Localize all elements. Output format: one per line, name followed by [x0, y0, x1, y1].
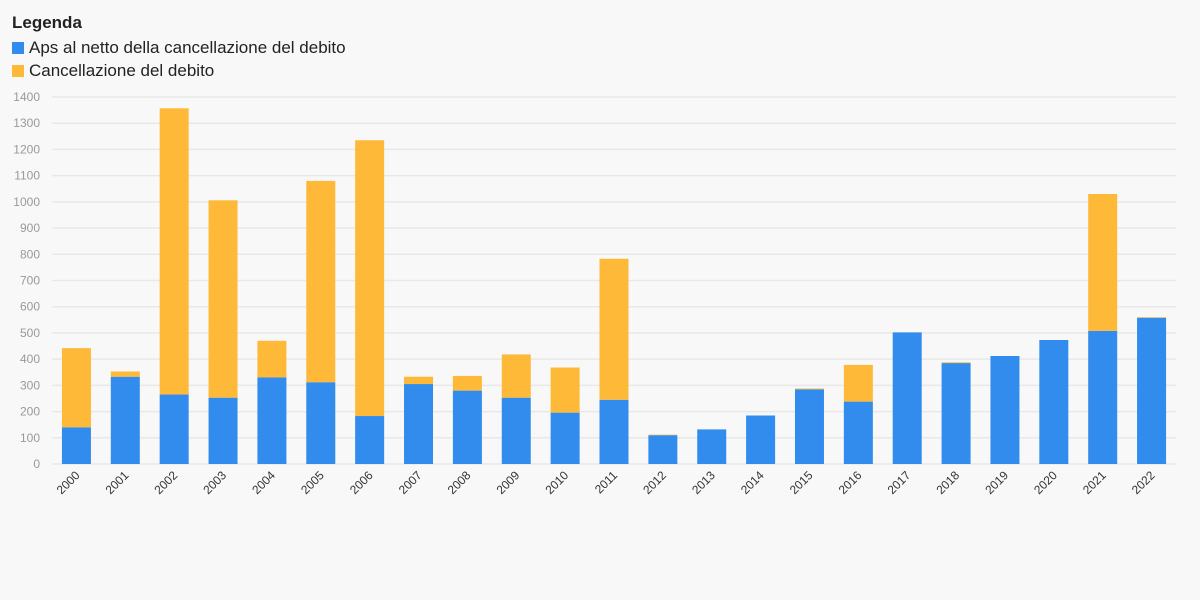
bar-aps-2016[interactable]	[843, 401, 873, 464]
x-tick-label: 2016	[836, 468, 865, 497]
y-axis-ticks: 0 100 200 300 400 500 600 700 800 900 1000 1100 1200…	[13, 90, 40, 471]
bar-aps-2012[interactable]	[648, 435, 678, 464]
bar-cancellation-2003[interactable]	[208, 200, 238, 398]
x-tick-label: 2011	[592, 468, 620, 496]
x-axis-ticks: 2000 2001 2002 2003 2004 2005 2006 2007 2008 2009…	[54, 468, 1158, 497]
bar-cancellation-2008[interactable]	[452, 375, 482, 391]
x-tick-label: 2010	[542, 468, 571, 497]
y-tick-label: 1300	[13, 116, 40, 130]
y-tick-label: 100	[20, 431, 40, 445]
y-tick-label: 200	[20, 405, 40, 419]
bar-cancellation-2011[interactable]	[599, 258, 629, 400]
x-tick-label: 2003	[200, 468, 229, 497]
x-tick-label: 2013	[689, 468, 718, 497]
x-tick-label: 2022	[1129, 468, 1158, 497]
x-tick-label: 2000	[54, 468, 83, 497]
x-tick-label: 2007	[396, 468, 425, 497]
y-tick-label: 0	[33, 457, 40, 471]
bar-cancellation-2007[interactable]	[404, 376, 434, 385]
legend-item-aps[interactable]: Aps al netto della cancellazione del deb…	[12, 36, 346, 59]
x-tick-label: 2009	[494, 468, 523, 497]
x-tick-label: 2004	[249, 468, 278, 497]
bar-aps-2000[interactable]	[61, 427, 91, 464]
y-tick-label: 1000	[13, 195, 40, 209]
bar-aps-2022[interactable]	[1137, 317, 1167, 464]
bar-cancellation-2004[interactable]	[257, 340, 287, 378]
bar-aps-2002[interactable]	[159, 394, 189, 464]
y-tick-label: 700	[20, 274, 40, 288]
bar-aps-2006[interactable]	[355, 416, 385, 464]
legend-swatch-cancellation	[12, 64, 24, 77]
x-tick-label: 2014	[738, 468, 767, 497]
legend: Legenda Aps al netto della cancellazione…	[12, 12, 346, 82]
bar-cancellation-2015[interactable]	[794, 388, 824, 390]
bar-aps-2019[interactable]	[990, 355, 1020, 464]
bar-aps-2009[interactable]	[501, 397, 531, 464]
bar-cancellation-2012[interactable]	[648, 434, 678, 436]
y-tick-label: 500	[20, 326, 40, 340]
x-tick-label: 2001	[103, 468, 132, 497]
bar-aps-2021[interactable]	[1088, 330, 1118, 464]
bars	[61, 108, 1167, 464]
bar-aps-2014[interactable]	[746, 415, 776, 464]
legend-item-cancellation[interactable]: Cancellazione del debito	[12, 59, 346, 82]
bar-cancellation-2022[interactable]	[1137, 317, 1167, 318]
bar-aps-2017[interactable]	[892, 332, 922, 464]
x-tick-label: 2015	[787, 468, 816, 497]
y-tick-label: 400	[20, 352, 40, 366]
legend-label-aps: Aps al netto della cancellazione del deb…	[29, 38, 346, 57]
bar-cancellation-2001[interactable]	[110, 371, 140, 377]
y-tick-label: 1200	[13, 142, 40, 156]
bar-aps-2005[interactable]	[306, 382, 336, 464]
y-tick-label: 800	[20, 247, 40, 261]
bar-aps-2010[interactable]	[550, 412, 580, 464]
y-tick-label: 600	[20, 300, 40, 314]
x-tick-label: 2005	[298, 468, 327, 497]
bar-cancellation-2010[interactable]	[550, 367, 580, 413]
bar-aps-2007[interactable]	[404, 384, 434, 464]
bar-aps-2003[interactable]	[208, 397, 238, 464]
bar-cancellation-2000[interactable]	[61, 348, 91, 428]
legend-swatch-aps	[12, 41, 24, 54]
bar-aps-2001[interactable]	[110, 376, 140, 464]
bar-cancellation-2005[interactable]	[306, 180, 336, 383]
bar-aps-2013[interactable]	[697, 429, 727, 464]
bar-cancellation-2006[interactable]	[355, 140, 385, 417]
x-tick-label: 2018	[933, 468, 962, 497]
x-tick-label: 2008	[445, 468, 474, 497]
legend-title: Legenda	[12, 13, 82, 32]
bar-aps-2018[interactable]	[941, 363, 971, 464]
bar-aps-2015[interactable]	[794, 389, 824, 464]
x-tick-label: 2006	[347, 468, 376, 497]
bar-cancellation-2016[interactable]	[843, 364, 873, 402]
legend-label-cancellation: Cancellazione del debito	[29, 61, 215, 80]
bar-cancellation-2018[interactable]	[941, 362, 971, 364]
bar-aps-2011[interactable]	[599, 399, 629, 464]
x-tick-label: 2020	[1031, 468, 1060, 497]
y-tick-label: 300	[20, 378, 40, 392]
y-tick-label: 900	[20, 221, 40, 235]
bar-aps-2008[interactable]	[452, 390, 482, 464]
x-tick-label: 2021	[1080, 468, 1109, 497]
y-tick-label: 1400	[13, 90, 40, 104]
x-tick-label: 2017	[885, 468, 914, 497]
bar-cancellation-2009[interactable]	[501, 354, 531, 398]
x-tick-label: 2019	[982, 468, 1011, 497]
bar-aps-2020[interactable]	[1039, 340, 1069, 464]
bar-cancellation-2021[interactable]	[1088, 193, 1118, 331]
bar-aps-2004[interactable]	[257, 377, 287, 464]
bar-cancellation-2002[interactable]	[159, 108, 189, 395]
x-tick-label: 2002	[152, 468, 181, 497]
y-tick-label: 1100	[14, 169, 40, 183]
x-tick-label: 2012	[640, 468, 669, 497]
